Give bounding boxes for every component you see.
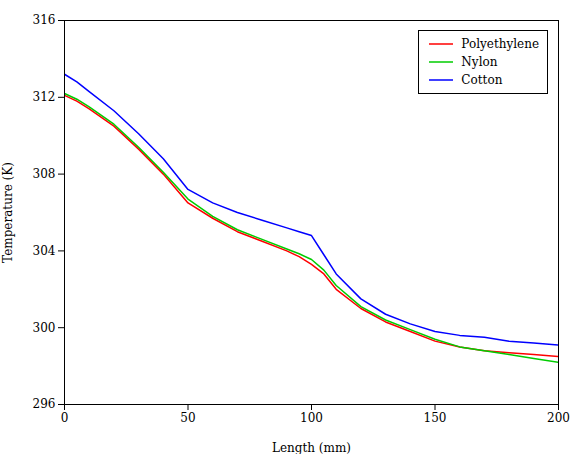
svg-text:150: 150 bbox=[424, 411, 447, 425]
svg-text:308: 308 bbox=[33, 167, 56, 181]
svg-text:Temperature (K): Temperature (K) bbox=[1, 162, 15, 263]
svg-text:316: 316 bbox=[33, 13, 56, 27]
svg-text:300: 300 bbox=[33, 321, 56, 335]
html-text:Nylon: Nylon bbox=[461, 55, 498, 69]
svg-text:296: 296 bbox=[33, 397, 56, 411]
svg-text:0: 0 bbox=[61, 411, 69, 425]
svg-text:312: 312 bbox=[33, 90, 56, 104]
html-text:Polyethylene: Polyethylene bbox=[461, 37, 539, 51]
svg-text:200: 200 bbox=[547, 411, 570, 425]
svg-text:100: 100 bbox=[300, 411, 323, 425]
svg-text:50: 50 bbox=[180, 411, 195, 425]
svg-text:Length (mm): Length (mm) bbox=[272, 441, 351, 454]
svg-text:304: 304 bbox=[33, 244, 56, 258]
html-text:Cotton: Cotton bbox=[461, 73, 503, 87]
